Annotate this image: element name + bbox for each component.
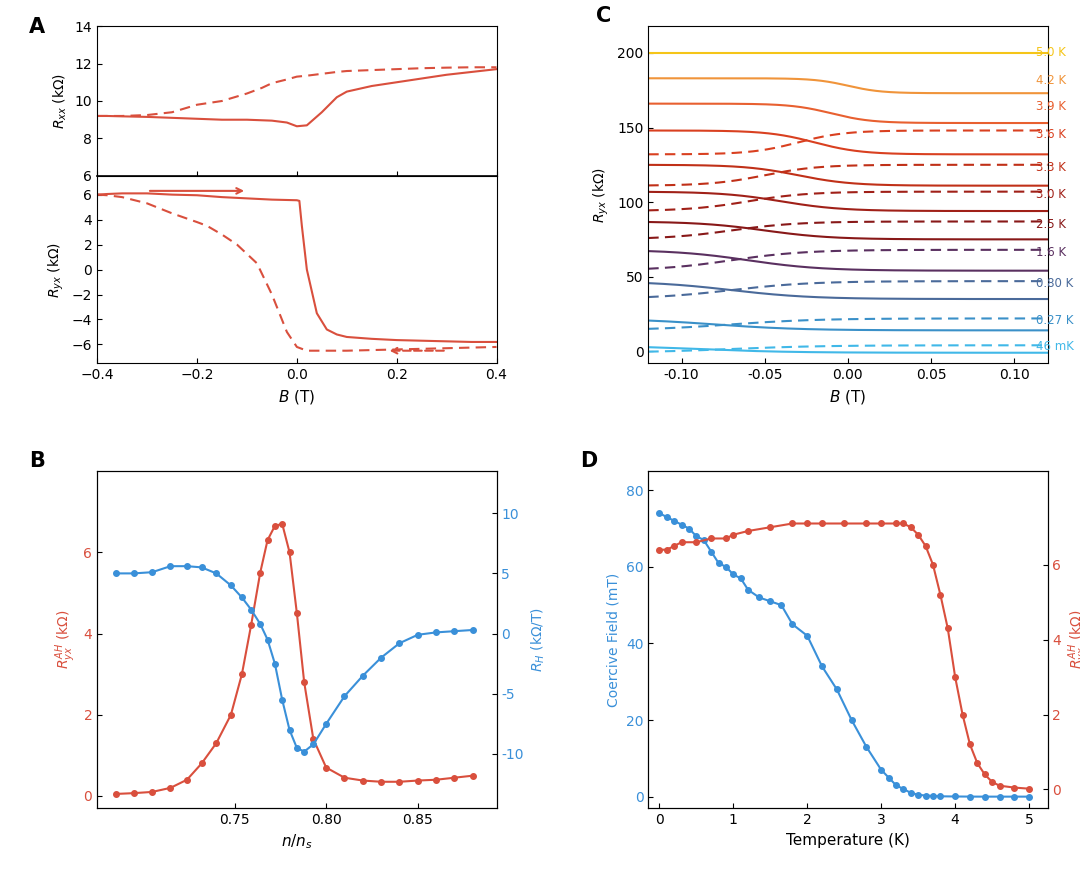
X-axis label: $B$ (T): $B$ (T) (279, 388, 315, 406)
Text: 0.80 K: 0.80 K (1036, 277, 1074, 290)
Y-axis label: $R_{yx}$ (k$\Omega$): $R_{yx}$ (k$\Omega$) (48, 242, 66, 297)
Text: 1.6 K: 1.6 K (1036, 247, 1066, 260)
Text: 2.5 K: 2.5 K (1036, 217, 1066, 230)
Text: C: C (596, 6, 611, 26)
Text: 0.27 K: 0.27 K (1036, 314, 1074, 327)
Text: A: A (29, 17, 45, 37)
Text: 3.0 K: 3.0 K (1036, 188, 1066, 201)
Y-axis label: $R_H$ (k$\Omega$/T): $R_H$ (k$\Omega$/T) (529, 607, 546, 673)
Text: 3.6 K: 3.6 K (1036, 128, 1066, 141)
Text: 5.0 K: 5.0 K (1036, 46, 1066, 59)
Text: 3.3 K: 3.3 K (1036, 162, 1066, 175)
Y-axis label: $R_{yx}$ (k$\Omega$): $R_{yx}$ (k$\Omega$) (592, 167, 611, 222)
Y-axis label: $R_{xx}$ (k$\Omega$): $R_{xx}$ (k$\Omega$) (52, 73, 69, 129)
X-axis label: Temperature (K): Temperature (K) (786, 833, 909, 847)
Y-axis label: Coercive Field (mT): Coercive Field (mT) (606, 573, 620, 706)
X-axis label: $n/n_s$: $n/n_s$ (281, 833, 313, 852)
Text: D: D (580, 451, 597, 471)
Text: 46 mK: 46 mK (1036, 340, 1074, 353)
X-axis label: $B$ (T): $B$ (T) (829, 388, 866, 406)
Text: 4.2 K: 4.2 K (1036, 74, 1066, 87)
Y-axis label: $R_{yx}^{AH}$ (k$\Omega$): $R_{yx}^{AH}$ (k$\Omega$) (53, 610, 78, 669)
Text: 3.9 K: 3.9 K (1036, 100, 1066, 113)
Y-axis label: $R_{yx}^{AH}$ (k$\Omega$): $R_{yx}^{AH}$ (k$\Omega$) (1067, 610, 1080, 669)
Text: B: B (29, 451, 45, 471)
